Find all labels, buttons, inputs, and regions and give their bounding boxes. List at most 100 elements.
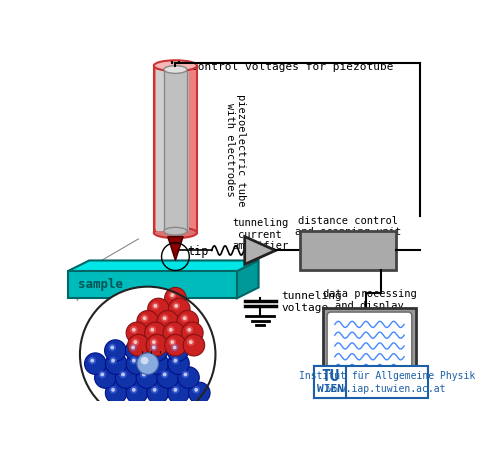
Ellipse shape: [154, 227, 197, 238]
Circle shape: [157, 367, 178, 388]
Circle shape: [141, 357, 148, 364]
Text: tunneling
voltage: tunneling voltage: [281, 291, 342, 313]
Circle shape: [109, 357, 117, 364]
Circle shape: [167, 326, 174, 334]
Circle shape: [140, 371, 147, 378]
Text: data processing
and display: data processing and display: [322, 289, 416, 311]
Circle shape: [172, 357, 179, 364]
Text: TU: TU: [321, 369, 339, 384]
Circle shape: [150, 338, 158, 346]
Circle shape: [106, 353, 127, 374]
Circle shape: [151, 302, 159, 310]
Circle shape: [147, 382, 169, 404]
Circle shape: [194, 388, 198, 392]
Bar: [154, 66, 197, 233]
Circle shape: [187, 338, 195, 346]
Circle shape: [163, 322, 185, 344]
Circle shape: [84, 353, 106, 374]
Circle shape: [171, 293, 174, 297]
Circle shape: [168, 353, 189, 374]
Circle shape: [163, 316, 167, 320]
Circle shape: [109, 386, 117, 394]
Circle shape: [147, 353, 169, 374]
Circle shape: [88, 357, 96, 364]
Text: distance control
and scanning unit: distance control and scanning unit: [295, 216, 401, 237]
Ellipse shape: [154, 60, 197, 71]
Bar: [164, 69, 187, 231]
Circle shape: [153, 359, 157, 363]
Circle shape: [111, 359, 115, 363]
Circle shape: [111, 388, 115, 392]
Circle shape: [119, 371, 127, 378]
Circle shape: [145, 322, 166, 344]
Circle shape: [100, 373, 104, 377]
Circle shape: [151, 386, 159, 394]
Circle shape: [169, 291, 176, 299]
Circle shape: [161, 371, 169, 378]
Circle shape: [80, 287, 215, 422]
Circle shape: [165, 334, 186, 356]
Polygon shape: [67, 261, 258, 271]
Circle shape: [172, 386, 179, 394]
Polygon shape: [67, 271, 237, 298]
Ellipse shape: [164, 66, 187, 74]
Circle shape: [178, 367, 199, 388]
Circle shape: [174, 388, 177, 392]
Circle shape: [157, 311, 178, 332]
Circle shape: [147, 298, 169, 320]
Circle shape: [173, 345, 176, 350]
Circle shape: [141, 314, 148, 322]
Circle shape: [129, 344, 137, 351]
Circle shape: [130, 386, 138, 394]
Text: control voltages for piezotube: control voltages for piezotube: [191, 62, 394, 72]
Circle shape: [192, 386, 200, 394]
Circle shape: [126, 322, 147, 344]
Circle shape: [146, 340, 168, 361]
Text: tip: tip: [187, 245, 208, 258]
Circle shape: [105, 340, 126, 361]
Circle shape: [151, 357, 159, 364]
Circle shape: [143, 316, 147, 320]
Circle shape: [128, 334, 149, 356]
FancyBboxPatch shape: [327, 312, 412, 377]
Circle shape: [136, 367, 158, 388]
Circle shape: [126, 382, 147, 404]
Bar: [178, 69, 188, 231]
Circle shape: [115, 367, 137, 388]
Circle shape: [153, 388, 157, 392]
Circle shape: [148, 326, 156, 334]
Circle shape: [146, 334, 168, 356]
Bar: [156, 69, 167, 231]
Circle shape: [161, 314, 169, 322]
Circle shape: [90, 359, 94, 363]
Text: sample: sample: [79, 278, 123, 291]
Circle shape: [125, 340, 147, 361]
Text: tunneling
current
amplifier: tunneling current amplifier: [232, 218, 288, 251]
Bar: [314, 366, 428, 398]
Circle shape: [183, 334, 205, 356]
Circle shape: [132, 388, 136, 392]
Circle shape: [183, 316, 187, 320]
Circle shape: [182, 371, 189, 378]
Circle shape: [108, 344, 116, 351]
Circle shape: [165, 287, 186, 309]
Polygon shape: [245, 237, 276, 264]
Circle shape: [132, 359, 136, 363]
Circle shape: [121, 373, 125, 377]
Circle shape: [137, 353, 159, 374]
Circle shape: [171, 344, 178, 351]
Circle shape: [152, 345, 156, 350]
Circle shape: [169, 298, 190, 320]
Circle shape: [169, 328, 173, 331]
Bar: [323, 308, 415, 382]
Circle shape: [98, 371, 106, 378]
Circle shape: [150, 328, 154, 331]
Circle shape: [130, 326, 138, 334]
Circle shape: [153, 304, 157, 308]
Circle shape: [171, 340, 174, 344]
Text: Institut für Allgemeine Physik: Institut für Allgemeine Physik: [299, 371, 475, 381]
Text: piezoelectric tube
with electrodes: piezoelectric tube with electrodes: [225, 94, 246, 207]
Text: www.iap.tuwien.ac.at: www.iap.tuwien.ac.at: [328, 384, 446, 394]
Circle shape: [137, 311, 159, 332]
Circle shape: [130, 357, 138, 364]
